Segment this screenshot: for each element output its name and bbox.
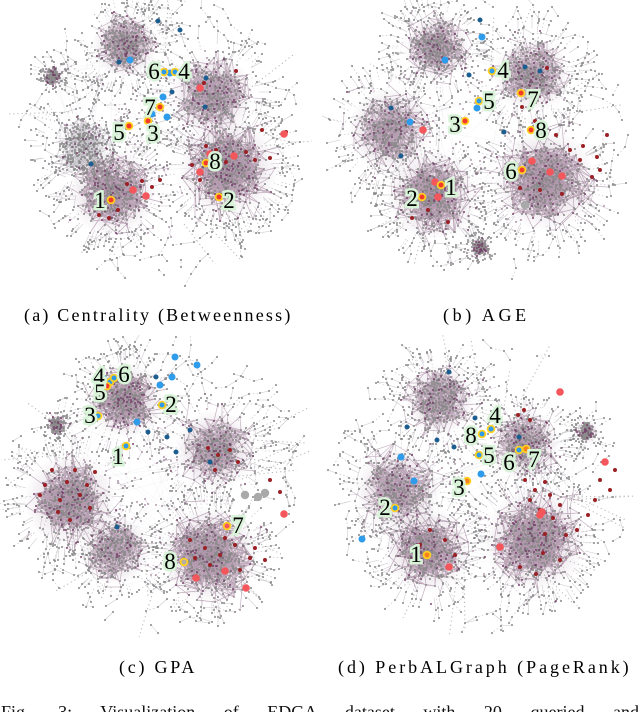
- svg-text:8: 8: [209, 149, 221, 174]
- svg-text:6: 6: [148, 59, 160, 84]
- svg-text:3: 3: [449, 112, 461, 137]
- svg-text:1: 1: [94, 188, 106, 213]
- svg-text:2: 2: [379, 495, 391, 520]
- svg-text:7: 7: [232, 513, 244, 538]
- svg-text:5: 5: [483, 443, 495, 468]
- svg-text:2: 2: [223, 188, 235, 213]
- svg-text:2: 2: [406, 186, 418, 211]
- svg-text:4: 4: [497, 58, 509, 83]
- svg-text:3: 3: [453, 475, 465, 500]
- svg-text:3: 3: [147, 121, 159, 146]
- svg-text:6: 6: [118, 362, 130, 387]
- svg-text:5: 5: [483, 89, 495, 114]
- svg-text:1: 1: [112, 444, 124, 469]
- svg-text:6: 6: [503, 450, 515, 475]
- svg-text:5: 5: [94, 380, 106, 405]
- svg-text:8: 8: [535, 118, 547, 143]
- svg-text:7: 7: [528, 447, 540, 472]
- svg-text:8: 8: [465, 423, 477, 448]
- svg-text:4: 4: [489, 403, 501, 428]
- svg-text:1: 1: [445, 175, 457, 200]
- svg-text:1: 1: [410, 542, 422, 567]
- svg-text:7: 7: [144, 95, 156, 120]
- svg-text:7: 7: [527, 87, 539, 112]
- svg-text:5: 5: [113, 120, 125, 145]
- svg-text:4: 4: [178, 59, 190, 84]
- svg-text:4: 4: [93, 364, 105, 389]
- svg-text:2: 2: [165, 392, 177, 417]
- svg-text:3: 3: [84, 403, 96, 428]
- svg-text:8: 8: [164, 549, 176, 574]
- svg-text:6: 6: [505, 159, 517, 184]
